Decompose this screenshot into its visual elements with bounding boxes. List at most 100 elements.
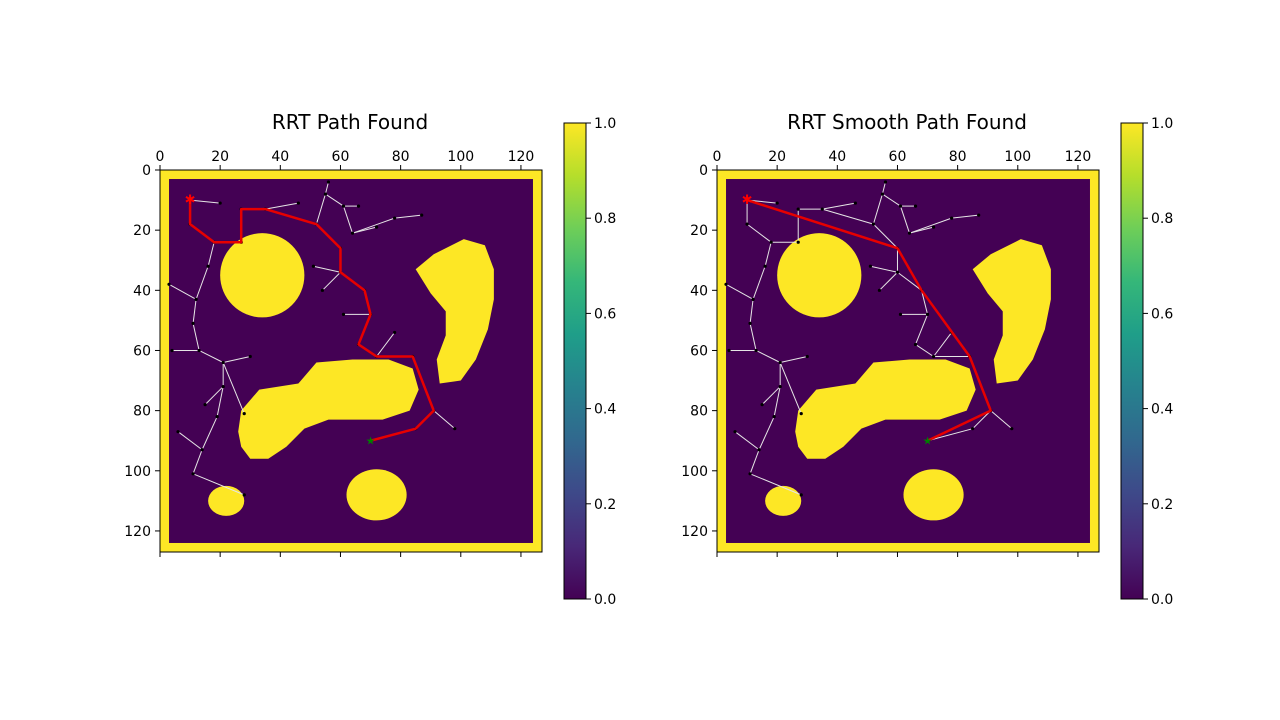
obstacle-4 <box>903 469 964 521</box>
tree-node <box>853 201 857 205</box>
tree-node <box>751 297 755 301</box>
tree-node <box>200 448 204 452</box>
tree-node <box>880 192 885 196</box>
tree-edge <box>749 299 754 324</box>
tree-node <box>748 321 752 326</box>
tree-edge <box>951 214 979 219</box>
x-tick-label: 120 <box>508 149 535 165</box>
tree-node <box>778 360 782 365</box>
tree-node <box>221 360 225 365</box>
x-tick-label: 40 <box>828 149 846 165</box>
tree-node <box>913 204 918 208</box>
x-tick-label: 120 <box>1065 149 1092 165</box>
x-tick-label: 0 <box>156 149 165 165</box>
y-tick-label: 120 <box>681 524 708 540</box>
tree-edge <box>322 271 341 291</box>
tree-node <box>931 354 936 359</box>
tree-edge <box>873 223 898 249</box>
tree-edge <box>190 199 221 204</box>
tree-node <box>868 264 873 268</box>
tree-edge <box>223 356 251 363</box>
tree-node <box>170 348 174 353</box>
x-tick-label: 60 <box>889 149 907 165</box>
tree-edge <box>725 283 754 300</box>
tree-node <box>727 348 731 353</box>
obstacle-3 <box>795 359 976 459</box>
tree-edge <box>222 362 245 414</box>
tree-edge <box>168 283 197 300</box>
tree-node <box>769 240 773 244</box>
tree-edge <box>933 332 953 357</box>
tree-node <box>176 430 180 434</box>
tree-node <box>898 204 903 208</box>
obstacle-5 <box>765 485 802 516</box>
colorbar-tick-label: 1.0 <box>594 116 616 132</box>
tree-node <box>799 412 803 416</box>
panel-left: RRT Path Found ✱ ★ 0 20 40 60 80 100 120 0 20 40 60 8… <box>124 110 616 608</box>
tree-node <box>341 204 346 208</box>
y-tick-label: 120 <box>124 524 151 540</box>
x-tick-label: 100 <box>447 149 474 165</box>
x-tick-label: 100 <box>1004 149 1031 165</box>
obstacle-1 <box>220 233 305 318</box>
tree-node <box>420 213 424 217</box>
tree-node <box>977 213 981 217</box>
tree-node <box>871 222 876 226</box>
tree-node <box>733 430 737 434</box>
tree-edge <box>909 217 952 234</box>
tree-node <box>323 192 328 196</box>
y-tick-label: 40 <box>690 283 708 299</box>
tree-edge <box>779 362 802 414</box>
tree-edge <box>352 217 395 234</box>
tree-node <box>215 415 219 419</box>
tree-edge <box>915 314 929 345</box>
y-tick-label: 20 <box>133 223 151 239</box>
tree-edge <box>882 193 901 207</box>
x-tick-label: 80 <box>949 149 967 165</box>
colorbar-tick-label: 0.8 <box>594 211 616 227</box>
y-tick-label: 100 <box>681 464 708 480</box>
start-marker: ✱ <box>742 193 753 208</box>
obstacle-3 <box>238 359 419 459</box>
tree-edge <box>343 205 353 234</box>
tree-node <box>393 330 397 335</box>
tree-node <box>971 427 975 431</box>
y-tick-label: 40 <box>133 283 151 299</box>
tree-node <box>311 264 316 268</box>
tree-node <box>796 240 800 244</box>
tree-edge <box>313 265 341 273</box>
tree-edge <box>746 223 772 243</box>
path-line <box>746 198 992 442</box>
tree-edge <box>927 428 973 442</box>
tree-edge <box>764 242 772 267</box>
tree-node <box>925 312 930 316</box>
tree-node <box>748 472 752 476</box>
tree-node <box>356 204 361 208</box>
tree-edge <box>195 266 209 300</box>
tree-edge <box>822 208 874 225</box>
tree-node <box>883 180 888 184</box>
tree-node <box>203 403 207 407</box>
tree-node <box>221 384 225 389</box>
tree-edge <box>749 473 802 496</box>
tree-edge <box>204 386 224 405</box>
tree-edge <box>755 350 781 363</box>
tree-node <box>320 288 325 292</box>
tree-edge <box>198 350 224 363</box>
axes-frame <box>159 169 543 553</box>
colorbar-tick-label: 0.2 <box>594 497 616 513</box>
colorbar-gradient <box>1120 122 1144 600</box>
start-marker: ✱ <box>185 193 196 208</box>
colorbar-tick-label: 1.0 <box>1151 116 1173 132</box>
tree-node <box>820 207 824 211</box>
tree-node <box>778 384 782 389</box>
heatmap-right: ✱ ★ 0 20 40 60 80 100 120 0 20 40 60 80 100 120 <box>681 149 1100 557</box>
tree-node <box>248 354 252 359</box>
colorbar-left: 0.0 0.2 0.4 0.6 0.8 1.0 <box>563 116 616 608</box>
tree-node <box>206 264 210 268</box>
colorbar-right: 0.0 0.2 0.4 0.6 0.8 1.0 <box>1120 116 1173 608</box>
tree-edge <box>990 410 1013 430</box>
y-tick-label: 60 <box>690 343 708 359</box>
tree-edge <box>433 410 456 430</box>
